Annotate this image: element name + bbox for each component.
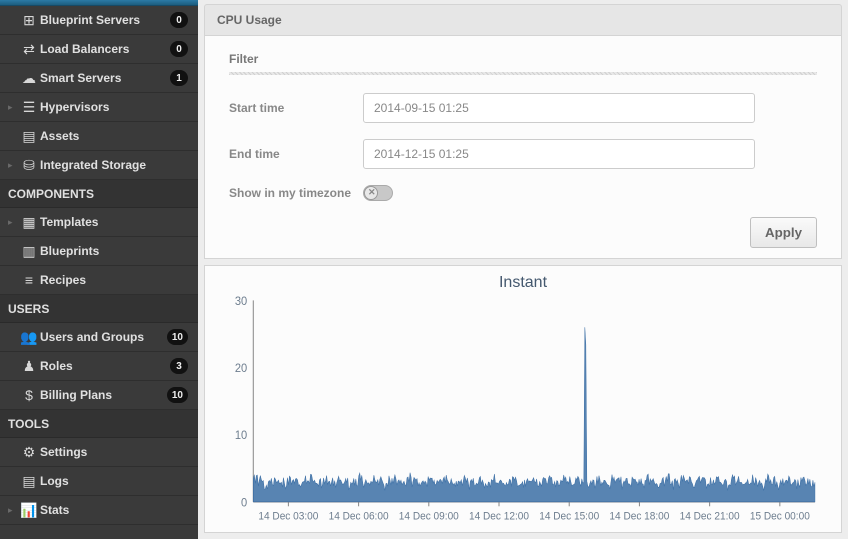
chevron-icon: ▸: [8, 505, 18, 516]
count-badge: 0: [170, 41, 188, 57]
sidebar-item-hypervisors[interactable]: ▸☰Hypervisors: [0, 93, 198, 122]
assets-icon: ▤: [18, 128, 40, 145]
recipes-icon: ≡: [18, 272, 40, 288]
svg-text:14 Dec 09:00: 14 Dec 09:00: [399, 510, 459, 522]
filter-divider: [229, 72, 817, 75]
sidebar-item-billing-plans[interactable]: $Billing Plans10: [0, 381, 198, 410]
sidebar-item-assets[interactable]: ▤Assets: [0, 122, 198, 151]
svg-text:15 Dec 00:00: 15 Dec 00:00: [750, 510, 810, 522]
panel-title: CPU Usage: [204, 4, 842, 36]
count-badge: 10: [167, 329, 188, 345]
sidebar-item-label: Templates: [40, 215, 188, 229]
templates-icon: ▦: [18, 214, 40, 231]
end-time-input[interactable]: [363, 139, 755, 169]
integrated-storage-icon: ⛁: [18, 157, 40, 174]
timezone-label: Show in my timezone: [229, 186, 363, 200]
sidebar-item-label: Settings: [40, 445, 188, 459]
nav-section-header: COMPONENTS: [0, 180, 198, 208]
sidebar-item-blueprints[interactable]: ▥Blueprints: [0, 237, 198, 266]
blueprints-icon: ▥: [18, 243, 40, 260]
sidebar-item-stats[interactable]: ▸📊Stats: [0, 496, 198, 525]
sidebar-item-settings[interactable]: ⚙Settings: [0, 438, 198, 467]
sidebar-item-label: Hypervisors: [40, 100, 188, 114]
count-badge: 3: [170, 358, 188, 374]
count-badge: 0: [170, 12, 188, 28]
count-badge: 1: [170, 70, 188, 86]
blueprint-servers-icon: ⊞: [18, 12, 40, 29]
timezone-toggle[interactable]: ✕: [363, 185, 393, 201]
svg-text:14 Dec 21:00: 14 Dec 21:00: [680, 510, 740, 522]
svg-text:0: 0: [241, 497, 247, 509]
svg-text:14 Dec 15:00: 14 Dec 15:00: [539, 510, 599, 522]
sidebar-item-label: Logs: [40, 474, 188, 488]
apply-button[interactable]: Apply: [750, 217, 817, 248]
cpu-usage-chart: 0 10 20 30 14 Dec 03:00 14 Dec 06:00 14 Dec 09…: [225, 296, 821, 526]
roles-icon: ♟: [18, 358, 40, 375]
sidebar-item-label: Assets: [40, 129, 188, 143]
chevron-icon: ▸: [8, 160, 18, 171]
sidebar-item-load-balancers[interactable]: ⇄Load Balancers0: [0, 35, 198, 64]
sidebar: ⊞Blueprint Servers0⇄Load Balancers0☁Smar…: [0, 0, 198, 539]
load-balancers-icon: ⇄: [18, 41, 40, 58]
main: CPU Usage Filter Start time End time Sho…: [198, 0, 848, 539]
sidebar-item-label: Smart Servers: [40, 71, 170, 85]
chart-title: Instant: [225, 274, 821, 292]
sidebar-item-recipes[interactable]: ≡Recipes: [0, 266, 198, 295]
chevron-icon: ▸: [8, 217, 18, 228]
sidebar-item-label: Users and Groups: [40, 330, 167, 344]
svg-text:14 Dec 03:00: 14 Dec 03:00: [258, 510, 318, 522]
sidebar-item-blueprint-servers[interactable]: ⊞Blueprint Servers0: [0, 6, 198, 35]
svg-text:30: 30: [235, 296, 247, 308]
nav-section-header: TOOLS: [0, 410, 198, 438]
sidebar-item-integrated-storage[interactable]: ▸⛁Integrated Storage: [0, 151, 198, 180]
sidebar-item-users-and-groups[interactable]: 👥Users and Groups10: [0, 323, 198, 352]
chevron-icon: ▸: [8, 102, 18, 113]
sidebar-item-templates[interactable]: ▸▦Templates: [0, 208, 198, 237]
sidebar-item-label: Billing Plans: [40, 388, 167, 402]
sidebar-item-smart-servers[interactable]: ☁Smart Servers1: [0, 64, 198, 93]
sidebar-item-label: Stats: [40, 503, 188, 517]
sidebar-item-label: Recipes: [40, 273, 188, 287]
sidebar-item-label: Roles: [40, 359, 170, 373]
end-time-label: End time: [229, 147, 363, 161]
users-and-groups-icon: 👥: [18, 329, 40, 346]
svg-text:14 Dec 12:00: 14 Dec 12:00: [469, 510, 529, 522]
settings-icon: ⚙: [18, 444, 40, 461]
nav-section-header: USERS: [0, 295, 198, 323]
start-time-input[interactable]: [363, 93, 755, 123]
hypervisors-icon: ☰: [18, 99, 40, 116]
sidebar-item-label: Blueprints: [40, 244, 188, 258]
svg-text:14 Dec 06:00: 14 Dec 06:00: [329, 510, 389, 522]
billing-plans-icon: $: [18, 387, 40, 403]
sidebar-item-label: Load Balancers: [40, 42, 170, 56]
svg-text:20: 20: [235, 363, 247, 375]
svg-text:14 Dec 18:00: 14 Dec 18:00: [609, 510, 669, 522]
sidebar-item-roles[interactable]: ♟Roles3: [0, 352, 198, 381]
filter-panel: Filter Start time End time Show in my ti…: [204, 36, 842, 259]
sidebar-item-logs[interactable]: ▤Logs: [0, 467, 198, 496]
sidebar-item-label: Integrated Storage: [40, 158, 188, 172]
sidebar-item-label: Blueprint Servers: [40, 13, 170, 27]
logs-icon: ▤: [18, 473, 40, 490]
chart-panel: Instant 0 10 20 30 14 Dec 03:00 14 Dec 06:00 1…: [204, 265, 842, 533]
count-badge: 10: [167, 387, 188, 403]
svg-text:10: 10: [235, 430, 247, 442]
stats-icon: 📊: [18, 502, 40, 519]
filter-title: Filter: [229, 52, 817, 66]
start-time-label: Start time: [229, 101, 363, 115]
smart-servers-icon: ☁: [18, 70, 40, 87]
